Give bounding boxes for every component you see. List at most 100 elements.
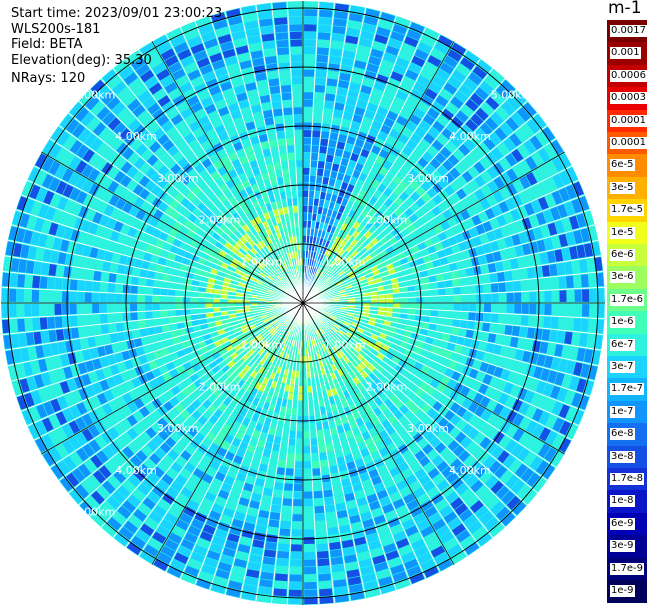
- range-gate: [191, 285, 199, 292]
- range-gate: [162, 354, 172, 364]
- range-gate: [324, 101, 334, 109]
- range-gate: [251, 236, 259, 245]
- range-gate: [432, 259, 441, 268]
- range-gate: [342, 150, 352, 160]
- range-gate: [191, 76, 204, 88]
- range-gate: [230, 246, 239, 254]
- range-gate: [333, 379, 340, 387]
- range-gate: [404, 207, 414, 218]
- range-gate: [272, 2, 287, 10]
- range-gate: [275, 358, 282, 366]
- range-gate: [294, 385, 299, 393]
- range-gate: [2, 272, 10, 287]
- range-gate: [164, 512, 178, 525]
- colorbar-label: 6e-6: [610, 249, 635, 261]
- range-gate: [473, 432, 486, 445]
- range-gate: [35, 420, 47, 436]
- range-gate: [231, 276, 240, 282]
- range-gate: [145, 303, 153, 311]
- range-gate: [369, 381, 378, 391]
- range-gate: [384, 388, 393, 398]
- range-gate: [425, 210, 436, 221]
- range-gate: [243, 330, 251, 337]
- range-gate: [278, 264, 284, 272]
- range-gate: [236, 124, 247, 134]
- range-gate: [281, 246, 287, 254]
- ray-gap: [49, 302, 304, 468]
- range-gate: [479, 81, 494, 95]
- range-gate: [259, 165, 268, 174]
- azimuth-spoke: [302, 41, 455, 304]
- range-gate: [126, 50, 142, 65]
- ray-gap: [302, 302, 604, 336]
- range-gate: [529, 135, 543, 150]
- range-gate: [109, 333, 119, 343]
- range-gate: [266, 379, 273, 387]
- range-gate: [290, 183, 297, 191]
- range-gate: [470, 113, 484, 127]
- range-gate: [340, 309, 348, 313]
- range-gate: [344, 372, 352, 381]
- range-gate: [16, 395, 28, 410]
- ray-gap: [302, 239, 599, 304]
- range-gate: [218, 131, 229, 142]
- range-gate: [211, 503, 224, 514]
- range-gate: [275, 323, 282, 330]
- range-gate: [62, 439, 75, 454]
- range-gate: [427, 538, 442, 551]
- range-gate: [459, 84, 473, 97]
- range-gate: [264, 278, 272, 284]
- range-gate: [479, 396, 491, 408]
- range-gate: [328, 329, 335, 337]
- range-gate: [300, 348, 303, 356]
- range-ring-label: 2.00km: [199, 214, 241, 227]
- range-gate: [316, 279, 322, 286]
- range-gate: [257, 181, 266, 191]
- range-gate: [228, 291, 236, 296]
- range-gate: [318, 319, 324, 325]
- range-gate: [333, 441, 342, 450]
- range-gate: [482, 322, 490, 332]
- range-gate: [252, 167, 261, 176]
- range-gate: [186, 393, 196, 404]
- range-gate: [282, 429, 290, 438]
- range-gate: [92, 292, 100, 303]
- range-gate: [287, 260, 292, 268]
- range-gate: [330, 288, 338, 293]
- range-gate: [558, 276, 567, 289]
- range-gate: [270, 504, 281, 513]
- range-gate: [265, 323, 273, 330]
- azimuth-spoke: [41, 151, 304, 304]
- range-gate: [583, 380, 594, 395]
- range-gate: [343, 253, 351, 261]
- range-gate: [279, 239, 285, 247]
- range-gate: [378, 403, 388, 413]
- ray-gap: [302, 302, 494, 538]
- range-gate: [375, 440, 386, 451]
- range-gate: [283, 206, 289, 215]
- range-gate: [291, 228, 296, 236]
- range-gate: [306, 228, 311, 236]
- range-gate: [209, 543, 223, 554]
- range-gate: [440, 220, 451, 231]
- range-gate: [427, 330, 436, 338]
- range-gate: [489, 218, 500, 230]
- range-gate: [215, 356, 224, 365]
- range-gate: [257, 198, 265, 207]
- range-gate: [525, 405, 537, 419]
- range-gate: [62, 184, 74, 198]
- range-gate: [85, 281, 93, 292]
- range-gate: [396, 426, 407, 437]
- range-gate: [385, 170, 396, 181]
- range-gate: [233, 38, 247, 48]
- range-gate: [365, 272, 373, 279]
- range-gate: [455, 233, 465, 243]
- range-gate: [350, 121, 361, 131]
- range-gate: [287, 338, 292, 346]
- range-gate: [299, 370, 303, 378]
- range-gate: [360, 85, 372, 95]
- range-gate: [406, 456, 418, 467]
- ppi-plot: 1.00km1.00km1.00km1.00km2.00km2.00km2.00…: [1, 1, 605, 605]
- ray-gap: [302, 302, 506, 528]
- range-gate: [184, 62, 198, 74]
